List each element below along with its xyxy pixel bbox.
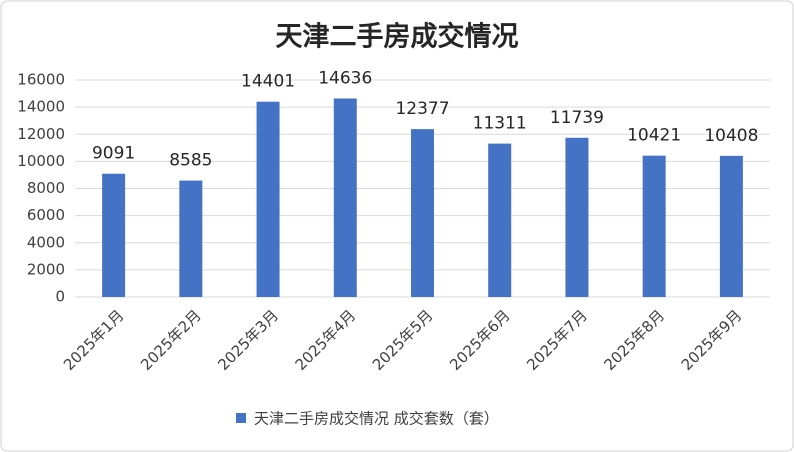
data-label: 11311 [473,114,527,134]
data-label: 10408 [704,126,758,146]
bar [411,129,434,297]
y-tick-label: 16000 [17,71,65,89]
data-label: 11739 [550,108,604,128]
legend-swatch [236,413,246,423]
chart-title: 天津二手房成交情况 [276,21,519,53]
data-label: 14401 [241,72,295,92]
y-tick-label: 4000 [27,233,65,251]
bar [488,143,512,297]
data-label: 12377 [395,99,449,119]
data-label: 14636 [318,68,372,88]
bar [719,155,743,297]
y-tick-label: 14000 [17,98,65,116]
y-tick-label: 6000 [27,206,65,224]
bar [333,98,357,297]
data-label: 10421 [627,126,681,146]
data-label: 8585 [169,151,212,171]
y-tick-label: 0 [55,288,65,306]
bar [565,137,589,297]
bar [642,155,666,297]
y-tick-label: 10000 [17,152,65,170]
y-tick-label: 8000 [27,179,65,197]
bar [179,180,203,297]
y-tick-label: 2000 [27,260,65,278]
legend-label: 天津二手房成交情况 成交套数（套） [254,410,499,428]
bar [102,173,126,297]
data-label: 9091 [92,144,135,164]
y-tick-label: 12000 [17,125,65,143]
bar [256,101,280,298]
